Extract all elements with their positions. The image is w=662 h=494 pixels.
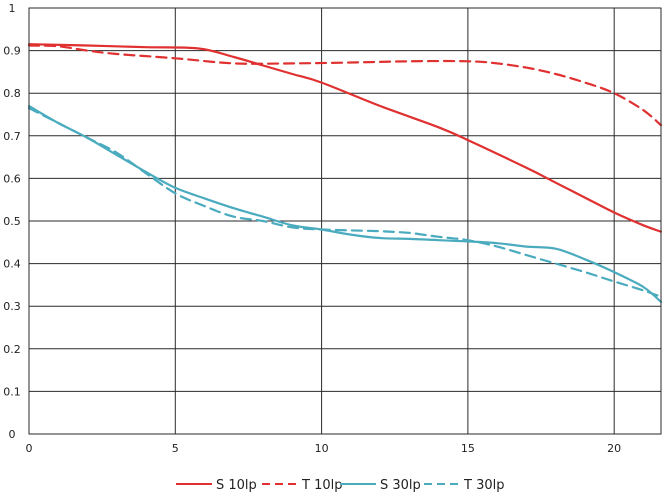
y-tick-label: 1 bbox=[9, 2, 16, 15]
series-line-s-10lp bbox=[27, 43, 662, 233]
y-tick-label: 0.2 bbox=[3, 343, 21, 356]
series-line-t-10lp bbox=[27, 44, 662, 127]
series-line-t-30lp bbox=[27, 107, 662, 298]
x-tick-label: 15 bbox=[461, 442, 475, 455]
y-tick-label: 0.6 bbox=[3, 172, 21, 185]
y-tick-label: 0.4 bbox=[3, 258, 21, 271]
series-line-s-30lp bbox=[27, 104, 662, 303]
legend-label: T 30lp bbox=[463, 478, 504, 493]
legend: S 10lp T 10lp S 30lp T 30lp bbox=[176, 478, 504, 493]
y-tick-label: 0.8 bbox=[3, 87, 21, 100]
grid bbox=[28, 7, 661, 435]
x-tick-label: 20 bbox=[607, 442, 621, 455]
plot-frame bbox=[28, 7, 662, 435]
x-tick-label: 5 bbox=[172, 442, 179, 455]
series-layer bbox=[27, 43, 662, 303]
y-tick-label: 0.3 bbox=[3, 300, 21, 313]
y-axis-ticks: 0 0.1 0.2 0.3 0.4 0.5 0.6 0.7 0.8 0.9 1 bbox=[3, 2, 21, 441]
legend-label: T 10lp bbox=[301, 478, 342, 493]
x-axis-ticks: 0 5 10 15 20 bbox=[26, 442, 622, 455]
x-tick-label: 0 bbox=[26, 442, 33, 455]
y-tick-label: 0 bbox=[9, 428, 16, 441]
legend-label: S 10lp bbox=[216, 478, 257, 493]
legend-label: S 30lp bbox=[380, 478, 421, 493]
y-tick-label: 0.9 bbox=[3, 45, 21, 58]
x-tick-label: 10 bbox=[315, 442, 329, 455]
y-tick-label: 0.7 bbox=[3, 130, 21, 143]
y-tick-label: 0.1 bbox=[3, 385, 21, 398]
y-tick-label: 0.5 bbox=[3, 215, 21, 228]
